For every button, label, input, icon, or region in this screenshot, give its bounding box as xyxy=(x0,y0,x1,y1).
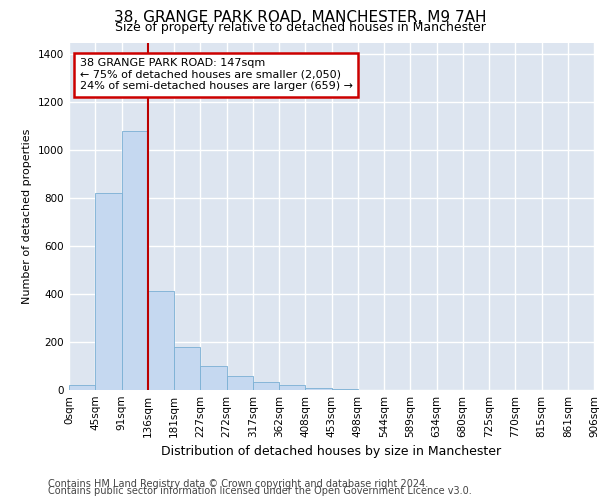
Text: 38, GRANGE PARK ROAD, MANCHESTER, M9 7AH: 38, GRANGE PARK ROAD, MANCHESTER, M9 7AH xyxy=(114,10,486,25)
Bar xyxy=(279,384,305,390)
Bar xyxy=(121,131,148,390)
Bar xyxy=(227,376,253,390)
Text: 38 GRANGE PARK ROAD: 147sqm
← 75% of detached houses are smaller (2,050)
24% of : 38 GRANGE PARK ROAD: 147sqm ← 75% of det… xyxy=(79,58,353,92)
Text: Size of property relative to detached houses in Manchester: Size of property relative to detached ho… xyxy=(115,22,485,35)
Bar xyxy=(148,290,174,390)
Bar xyxy=(174,347,200,390)
Bar xyxy=(69,385,95,390)
Y-axis label: Number of detached properties: Number of detached properties xyxy=(22,128,32,304)
Bar xyxy=(200,366,227,390)
X-axis label: Distribution of detached houses by size in Manchester: Distribution of detached houses by size … xyxy=(161,446,502,458)
Bar xyxy=(95,194,121,390)
Bar xyxy=(253,382,279,390)
Text: Contains HM Land Registry data © Crown copyright and database right 2024.: Contains HM Land Registry data © Crown c… xyxy=(48,479,428,489)
Bar xyxy=(305,388,331,390)
Bar xyxy=(331,389,358,390)
Text: Contains public sector information licensed under the Open Government Licence v3: Contains public sector information licen… xyxy=(48,486,472,496)
